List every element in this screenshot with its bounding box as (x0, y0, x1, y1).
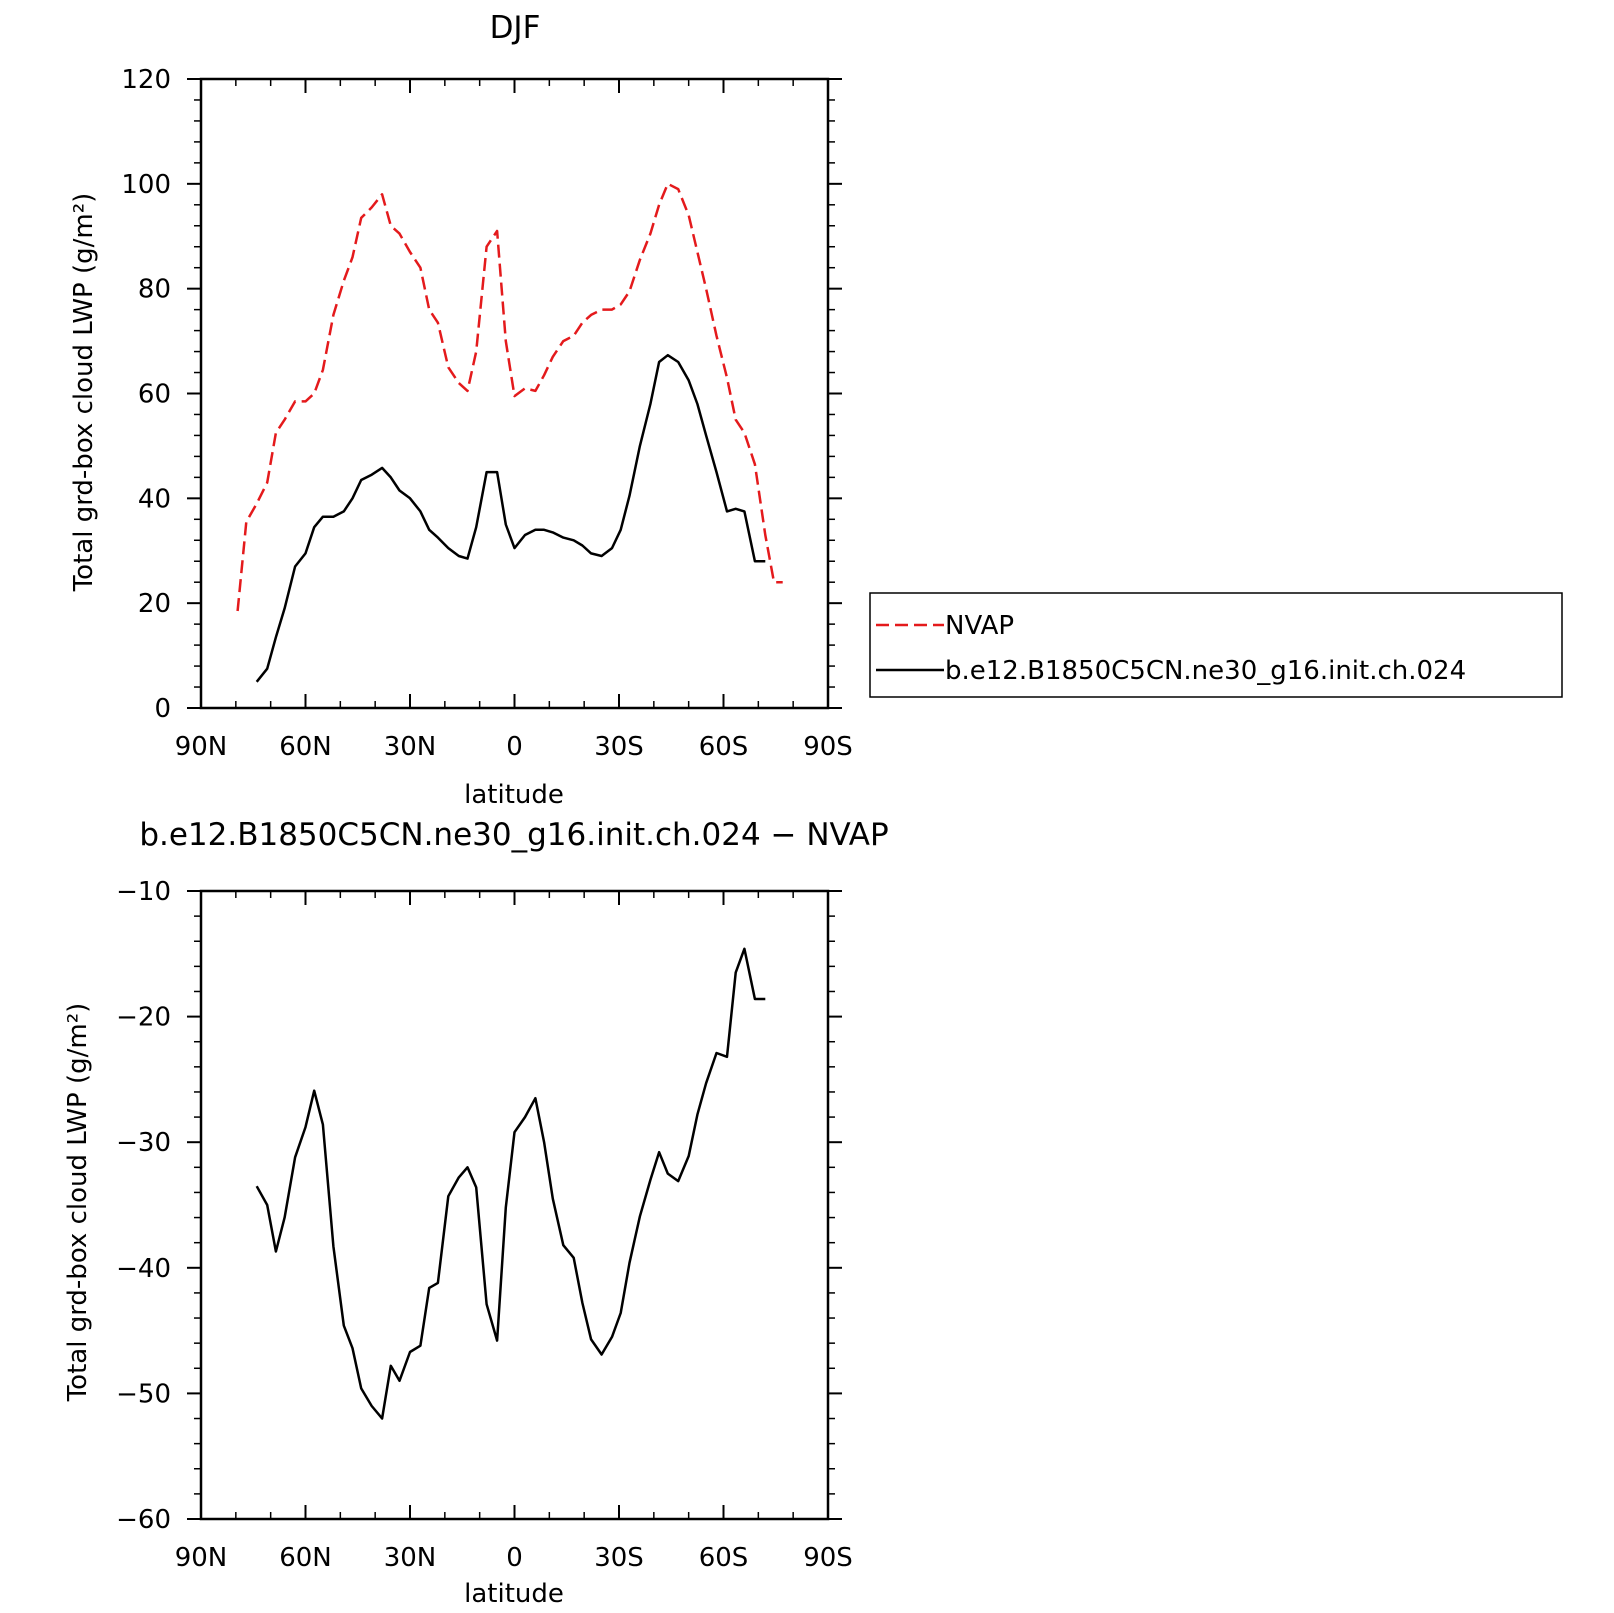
legend-model-label: b.e12.B1850C5CN.ne30_g16.init.ch.024 (945, 656, 1466, 686)
bottom-chart-title: b.e12.B1850C5CN.ne30_g16.init.ch.024 − N… (139, 817, 888, 853)
x-tick-label: 30N (384, 1543, 437, 1573)
y-tick-label: 120 (121, 65, 171, 95)
top-series-line-nvap (236, 182, 783, 612)
y-tick-label: −50 (116, 1379, 171, 1409)
y-tick-label: −20 (116, 1003, 171, 1033)
top-panel: DJF Total grd-box cloud LWP (g/m²) latit… (69, 10, 853, 810)
top-axis-ticks (187, 78, 842, 709)
bottom-tick-labels: 90N 60N 30N 0 30S 60S 90S −60 −50 −40 −30 −20 −10 (116, 877, 853, 1573)
bottom-panel: b.e12.B1850C5CN.ne30_g16.init.ch.024 − N… (63, 817, 889, 1609)
y-tick-label: −30 (116, 1128, 171, 1158)
x-tick-label: 60S (699, 732, 749, 762)
bottom-series-line-difference (255, 947, 766, 1420)
x-tick-label: 30S (594, 1543, 644, 1573)
bottom-series-lines (255, 947, 766, 1420)
bottom-y-axis-title: Total grd-box cloud LWP (g/m²) (63, 1003, 93, 1403)
y-tick-label: 80 (138, 275, 171, 305)
x-tick-label: 90S (803, 1543, 853, 1573)
top-y-axis-title: Total grd-box cloud LWP (g/m²) (69, 193, 99, 593)
y-tick-label: −60 (116, 1505, 171, 1535)
bottom-x-axis-title: latitude (464, 1579, 564, 1609)
x-tick-label: 90S (803, 732, 853, 762)
top-plot-frame (199, 77, 830, 710)
x-tick-label: 60N (279, 732, 332, 762)
y-tick-label: 40 (138, 484, 171, 514)
y-tick-label: 0 (154, 694, 171, 724)
legend: NVAP b.e12.B1850C5CN.ne30_g16.init.ch.02… (869, 592, 1563, 698)
top-series-lines (236, 182, 783, 683)
x-tick-label: 60S (699, 1543, 749, 1573)
y-tick-label: 100 (121, 170, 171, 200)
y-tick-label: 60 (138, 380, 171, 410)
x-tick-label: 90N (175, 732, 228, 762)
bottom-plot-frame (199, 889, 830, 1521)
legend-nvap-label: NVAP (945, 611, 1014, 641)
top-x-axis-title: latitude (464, 780, 564, 810)
bottom-axis-ticks (187, 890, 842, 1520)
x-tick-label: 0 (506, 1543, 523, 1573)
top-series-line-b (255, 353, 766, 683)
y-tick-label: 20 (138, 589, 171, 619)
x-tick-label: 60N (279, 1543, 332, 1573)
y-tick-label: −40 (116, 1254, 171, 1284)
legend-box (869, 592, 1563, 698)
y-tick-label: −10 (116, 877, 171, 907)
x-tick-label: 0 (506, 732, 523, 762)
top-chart-title: DJF (490, 10, 541, 46)
x-tick-label: 30N (384, 732, 437, 762)
x-tick-label: 30S (594, 732, 644, 762)
top-tick-labels: 90N 60N 30N 0 30S 60S 90S 0 20 40 60 80 100 120 (121, 65, 852, 762)
x-tick-label: 90N (175, 1543, 228, 1573)
